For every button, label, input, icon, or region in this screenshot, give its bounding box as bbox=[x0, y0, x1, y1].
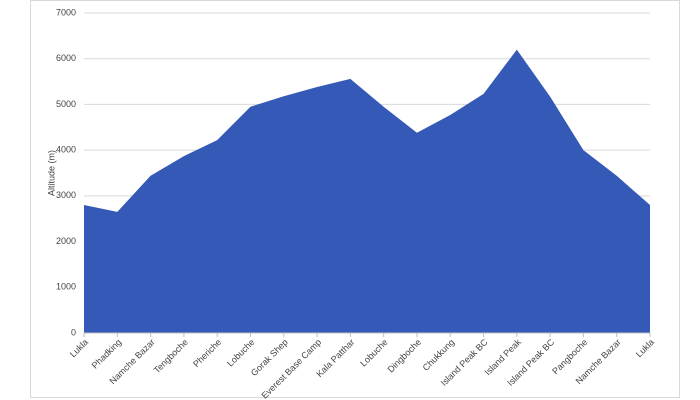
y-tick-label: 6000 bbox=[56, 53, 76, 63]
y-tick-label: 4000 bbox=[56, 145, 76, 155]
y-tick-label: 5000 bbox=[56, 99, 76, 109]
y-tick-label: 3000 bbox=[56, 190, 76, 200]
y-tick-label: 7000 bbox=[56, 7, 76, 17]
area bbox=[84, 49, 650, 333]
y-axis-label: Altitude (m) bbox=[46, 150, 56, 196]
y-tick-label: 1000 bbox=[56, 282, 76, 292]
y-tick-label: 2000 bbox=[56, 236, 76, 246]
y-tick-label: 0 bbox=[71, 327, 76, 337]
